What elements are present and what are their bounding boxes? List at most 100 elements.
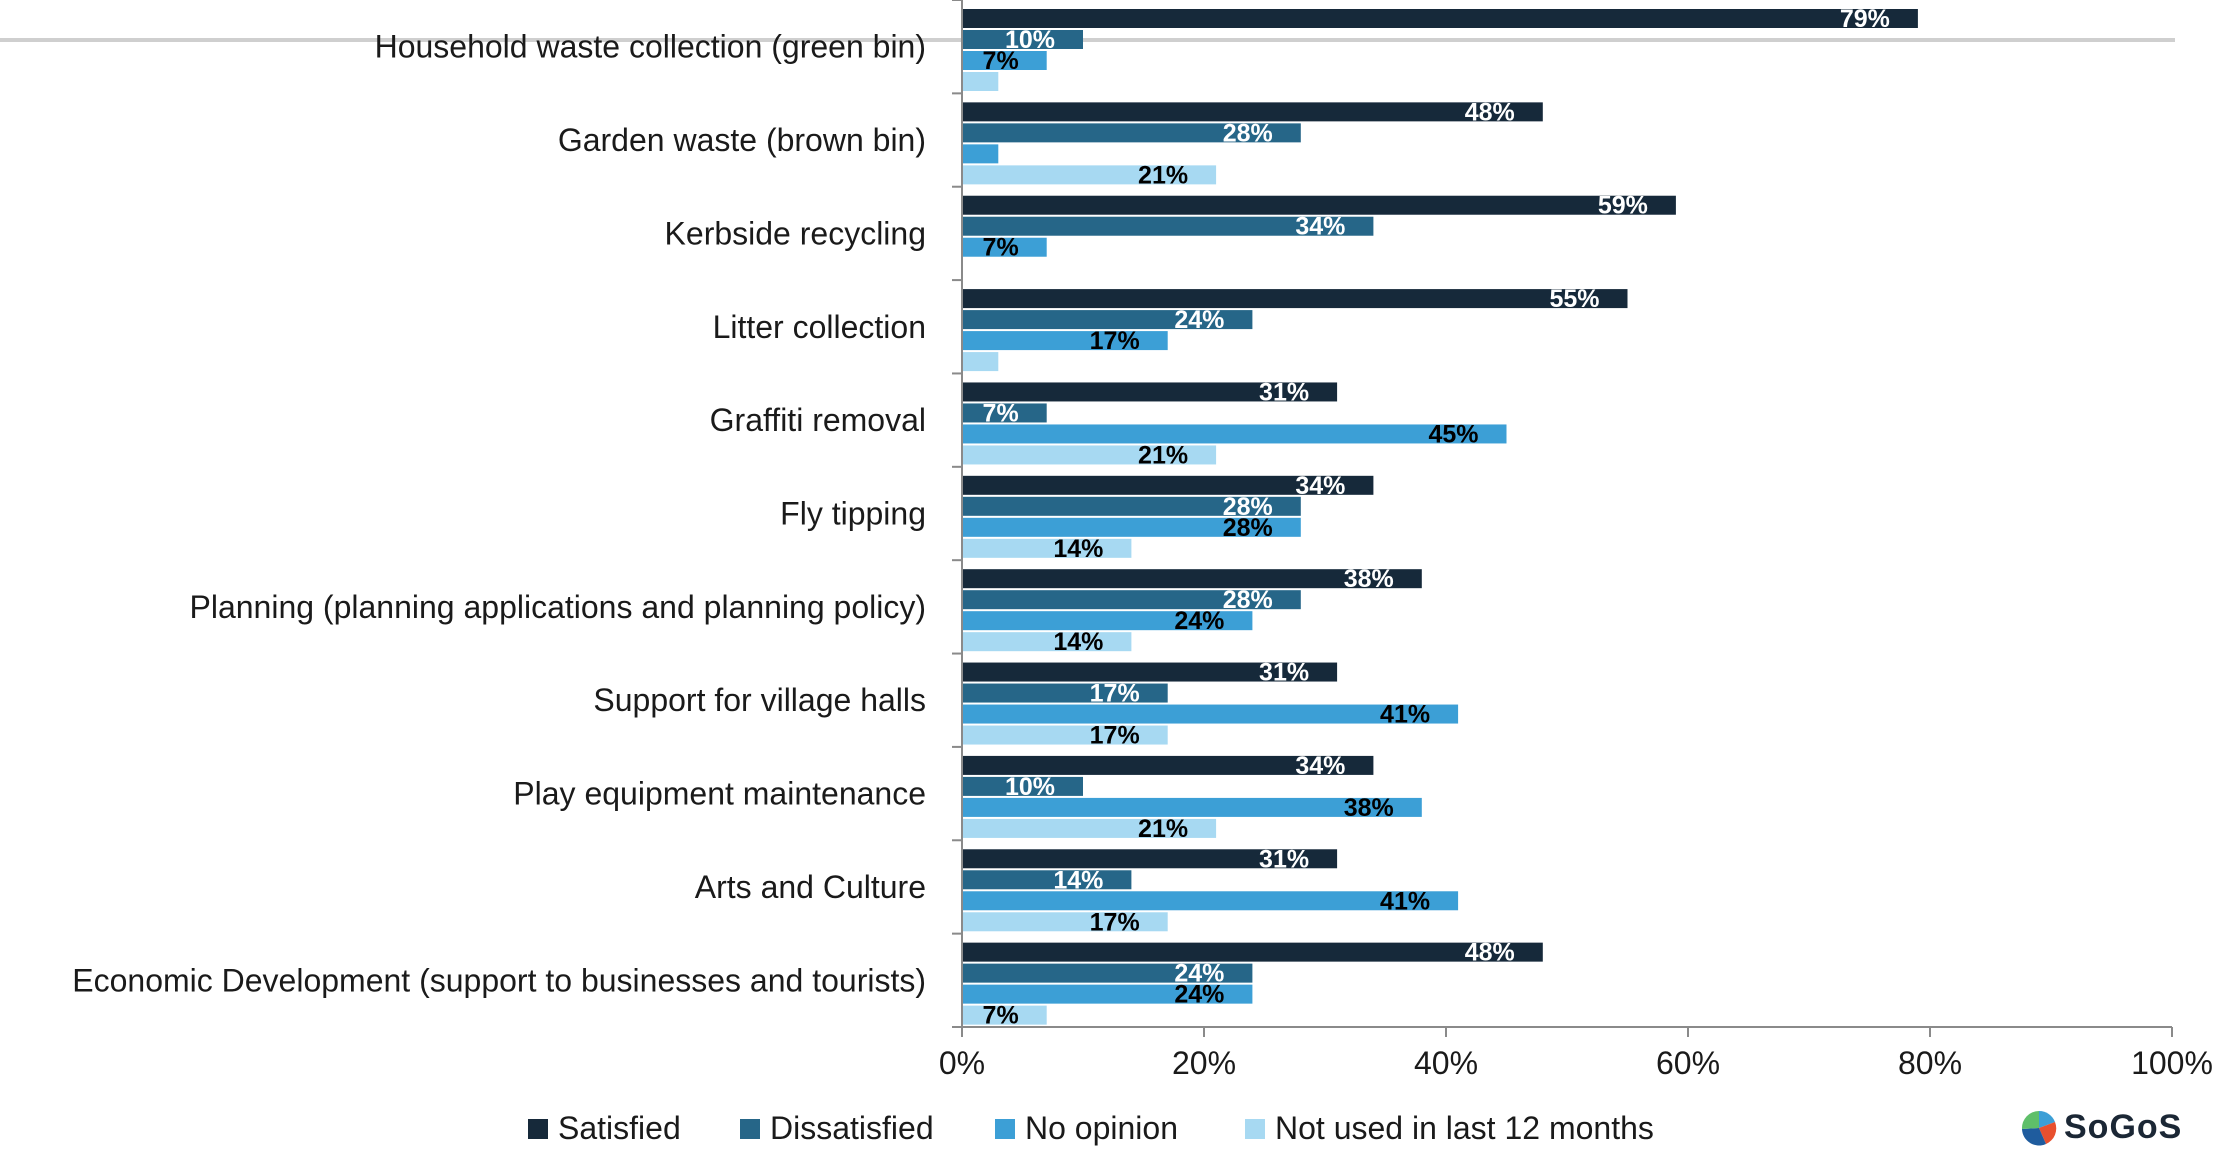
category-label: Play equipment maintenance [513, 776, 926, 812]
data-label: 31% [1259, 659, 1309, 687]
bar [962, 849, 1338, 869]
bar [962, 870, 1132, 890]
legend-label: Satisfied [558, 1110, 681, 1146]
data-label: 31% [1259, 378, 1309, 406]
bar [962, 424, 1507, 444]
bar [962, 1005, 1047, 1025]
bar [962, 632, 1132, 652]
data-label: 28% [1223, 514, 1273, 542]
bar [962, 165, 1217, 185]
data-label: 34% [1295, 213, 1345, 241]
bar [962, 704, 1459, 724]
data-label: 7% [983, 399, 1019, 427]
legend-swatch [1245, 1118, 1265, 1139]
bar [962, 445, 1217, 465]
data-label: 45% [1428, 420, 1478, 448]
data-label: 34% [1295, 472, 1345, 500]
bar [962, 9, 1918, 28]
data-label: 17% [1090, 680, 1140, 708]
bar [962, 216, 1374, 236]
bar [962, 237, 1047, 257]
category-label: Economic Development (support to busines… [72, 962, 926, 998]
legend-item-no-opinion: No opinion [995, 1110, 1178, 1147]
bar [962, 755, 1374, 775]
logo-icon [2021, 1110, 2057, 1146]
brand-logo: SoGoS [2020, 1108, 2182, 1147]
bar [962, 310, 1253, 330]
bar [962, 662, 1338, 682]
bar [962, 912, 1168, 932]
data-label: 21% [1138, 815, 1188, 843]
logo-text: SoGoS [2064, 1108, 2183, 1146]
legend-item-dissatisfied: Dissatisfied [740, 1110, 934, 1147]
bar [962, 30, 1083, 49]
category-label: Litter collection [713, 309, 926, 345]
chart-bars [962, 9, 1918, 1025]
category-label: Kerbside recycling [665, 215, 926, 251]
legend-item-satisfied: Satisfied [528, 1110, 681, 1147]
data-label: 14% [1053, 535, 1103, 563]
data-label: 28% [1223, 119, 1273, 147]
legend-label: Dissatisfied [770, 1110, 934, 1146]
bar [962, 403, 1047, 423]
legend-label: No opinion [1025, 1110, 1178, 1146]
bar [962, 963, 1253, 983]
data-label: 55% [1549, 285, 1599, 313]
data-label: 41% [1380, 887, 1430, 915]
bar [962, 517, 1301, 537]
data-label: 10% [1005, 26, 1055, 54]
bar [962, 590, 1301, 610]
data-label: 24% [1174, 306, 1224, 334]
category-label: Household waste collection (green bin) [375, 29, 926, 65]
legend-label: Not used in last 12 months [1275, 1110, 1654, 1146]
data-label: 38% [1344, 565, 1394, 593]
data-label: 7% [983, 1002, 1019, 1030]
data-label: 34% [1295, 752, 1345, 780]
bar [962, 475, 1374, 495]
data-label: 24% [1174, 607, 1224, 635]
legend-swatch [740, 1118, 760, 1139]
bar [962, 942, 1543, 962]
x-tick-label: 0% [939, 1045, 985, 1081]
data-label: 14% [1053, 866, 1103, 894]
data-label: 59% [1598, 192, 1648, 220]
data-label: 21% [1138, 161, 1188, 189]
category-label: Planning (planning applications and plan… [189, 589, 926, 625]
chart-legend: Satisfied Dissatisfied No opinion Not us… [0, 1110, 2221, 1146]
data-label: 79% [1840, 5, 1890, 33]
data-label: 17% [1090, 327, 1140, 355]
data-label: 31% [1259, 845, 1309, 873]
data-label: 28% [1223, 493, 1273, 521]
bar [962, 144, 999, 164]
bar [962, 683, 1168, 703]
bar [962, 195, 1676, 215]
bar [962, 123, 1301, 143]
x-tick-label: 20% [1172, 1045, 1236, 1081]
category-label: Garden waste (brown bin) [558, 122, 926, 158]
bar [962, 538, 1132, 558]
category-label: Support for village halls [593, 682, 926, 718]
bar [962, 984, 1253, 1004]
bar [962, 352, 999, 372]
data-label: 24% [1174, 960, 1224, 988]
bar [962, 611, 1253, 631]
chart-labels: Household waste collection (green bin) 79… [72, 5, 1890, 1030]
data-label: 48% [1465, 939, 1515, 967]
data-label: 21% [1138, 441, 1188, 469]
data-label: 7% [983, 234, 1019, 262]
bar [962, 72, 999, 91]
data-label: 10% [1005, 773, 1055, 801]
legend-swatch [528, 1118, 548, 1139]
data-label: 17% [1090, 722, 1140, 750]
bar [962, 289, 1628, 309]
data-label: 41% [1380, 701, 1430, 729]
chart-axes: 0% 20% 40% 60% 80% 100% [939, 0, 2213, 1081]
legend-item-not-used: Not used in last 12 months [1245, 1110, 1654, 1147]
bar [962, 569, 1422, 589]
bar [962, 331, 1168, 351]
x-tick-label: 100% [2131, 1045, 2213, 1081]
x-tick-label: 80% [1898, 1045, 1962, 1081]
data-label: 38% [1344, 794, 1394, 822]
bar [962, 725, 1168, 745]
bar [962, 891, 1459, 911]
